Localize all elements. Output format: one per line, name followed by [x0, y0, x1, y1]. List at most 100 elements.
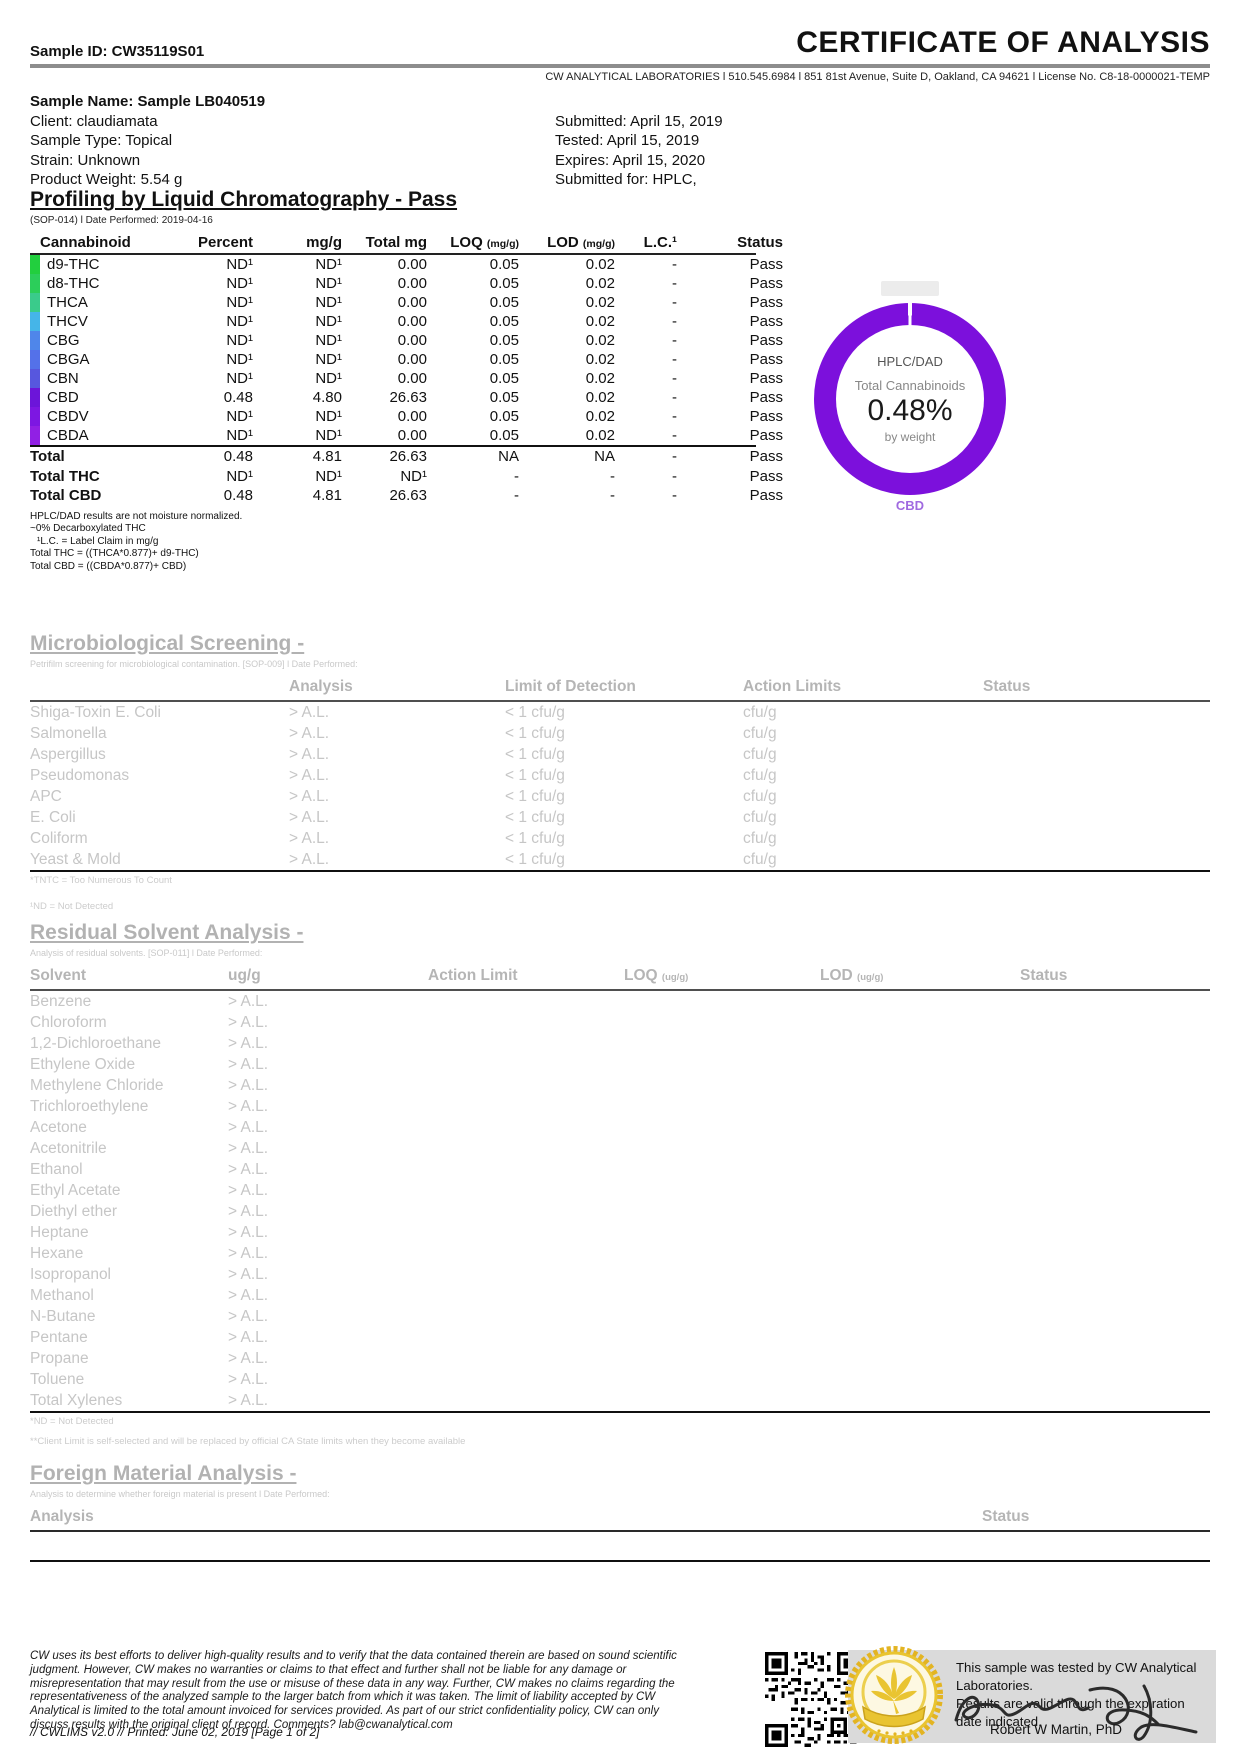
- table-row: CBG ND¹ ND¹ 0.00 0.05 0.02 - Pass: [30, 331, 783, 350]
- foreign-table-bottom-line: [30, 1560, 1210, 1562]
- solvent-name: 1,2-Dichloroethane: [30, 1034, 161, 1052]
- solvent-name: Ethyl Acetate: [30, 1181, 121, 1199]
- cell-mgg: 4.81: [312, 487, 342, 505]
- col-status: Status: [1020, 967, 1068, 984]
- cell-percent: ND¹: [226, 467, 253, 485]
- donut-unit-label: by weight: [884, 430, 936, 444]
- cannabinoid-color-chip: [30, 274, 40, 293]
- cell-lod: NA: [594, 448, 615, 466]
- cell-lc: -: [672, 351, 677, 368]
- foreign-empty-row: [30, 1532, 1210, 1560]
- cannabinoid-table-header: Cannabinoid Percent mg/g Total mg LOQ (m…: [30, 234, 783, 255]
- sample-info-right: Submitted: April 15, 2019 Tested: April …: [555, 92, 723, 190]
- cannabinoid-table-body: d9-THC ND¹ ND¹ 0.00 0.05 0.02 - Pass d8-…: [30, 255, 783, 445]
- table-row: Pentane > A.L.: [30, 1327, 1210, 1348]
- profiling-section: Profiling by Liquid Chromatography - Pas…: [30, 188, 783, 573]
- micro-table-bottom-line: [30, 870, 1210, 872]
- donut-method-label: HPLC/DAD: [877, 354, 943, 369]
- cell-percent: 0.48: [223, 448, 253, 466]
- cell-total-mg: 0.00: [397, 427, 427, 444]
- solvent-name: Chloroform: [30, 1013, 107, 1031]
- cell-status: Pass: [749, 370, 783, 387]
- cell-analysis: > A.L.: [289, 787, 330, 805]
- cannabinoid-name: CBG: [47, 332, 80, 349]
- cell-lod: 0.02: [585, 256, 615, 273]
- cell-ugg: > A.L.: [228, 1391, 269, 1409]
- cell-ugg: > A.L.: [228, 992, 269, 1010]
- attestation-line-1: This sample was tested by CW Analytical …: [956, 1660, 1197, 1693]
- cell-action: cfu/g: [743, 766, 777, 784]
- col-action-limit: Action Limit: [428, 967, 518, 984]
- table-row: 1,2-Dichloroethane > A.L.: [30, 1033, 1210, 1054]
- cell-lc: -: [672, 408, 677, 425]
- cell-action: cfu/g: [743, 829, 777, 847]
- solvent-name: N-Butane: [30, 1307, 96, 1325]
- solvent-name: Acetone: [30, 1118, 87, 1136]
- cell-mgg: 4.81: [312, 448, 342, 466]
- solvent-table-header: Solvent ug/g Action Limit LOQ (ug/g) LOD…: [30, 967, 1210, 991]
- cell-mgg: ND¹: [315, 275, 342, 292]
- cell-action: cfu/g: [743, 703, 777, 721]
- table-row: Chloroform > A.L.: [30, 1012, 1210, 1033]
- table-row: APC > A.L. < 1 cfu/g cfu/g: [30, 786, 1210, 807]
- cell-ugg: > A.L.: [228, 1328, 269, 1346]
- summary-row: Total 0.48 4.81 26.63 NA NA - Pass: [30, 447, 783, 467]
- table-row: Methanol > A.L.: [30, 1285, 1210, 1306]
- micro-analyte: Salmonella: [30, 724, 107, 742]
- cell-lc: -: [672, 256, 677, 273]
- summary-name: Total THC: [30, 467, 100, 485]
- col-percent: Percent: [197, 234, 253, 251]
- footnote: Total CBD = ((CBDA*0.877)+ CBD): [30, 560, 187, 572]
- footnote: Total THC = ((THCA*0.877)+ d9-THC): [30, 548, 199, 559]
- cell-action: cfu/g: [743, 808, 777, 826]
- donut-value: 0.48%: [867, 394, 953, 427]
- table-row: CBD 0.48 4.80 26.63 0.05 0.02 - Pass: [30, 388, 783, 407]
- table-row: Isopropanol > A.L.: [30, 1264, 1210, 1285]
- cell-status: Pass: [749, 389, 783, 406]
- table-row: Total Xylenes > A.L.: [30, 1390, 1210, 1411]
- cell-lod: 0.02: [585, 427, 615, 444]
- cell-lc: -: [672, 370, 677, 387]
- cell-mgg: ND¹: [315, 408, 342, 425]
- cell-lc: -: [672, 332, 677, 349]
- col-lc: L.C.¹: [643, 234, 677, 251]
- cell-analysis: > A.L.: [289, 850, 330, 868]
- disclaimer-text: CW uses its best efforts to deliver high…: [30, 1650, 677, 1731]
- sample-name: Sample Name: Sample LB040519: [30, 93, 266, 110]
- cell-lod: 0.02: [585, 313, 615, 330]
- summary-row: Total THC ND¹ ND¹ ND¹ - - - Pass: [30, 467, 783, 487]
- cell-loq: 0.05: [489, 427, 519, 444]
- cell-analysis: > A.L.: [289, 745, 330, 763]
- cannabinoid-color-chip: [30, 369, 40, 388]
- cell-loq: 0.05: [489, 408, 519, 425]
- cell-status: Pass: [749, 427, 783, 444]
- cell-lod: 0.02: [585, 389, 615, 406]
- footnote: ¹L.C. = Label Claim in mg/g: [37, 535, 159, 547]
- table-row: Shiga-Toxin E. Coli > A.L. < 1 cfu/g cfu…: [30, 702, 1210, 723]
- donut-legend: CBD: [895, 498, 925, 513]
- cell-total-mg: 0.00: [397, 370, 427, 387]
- info-line: Sample Type: Topical: [30, 132, 173, 149]
- cell-lod: < 1 cfu/g: [505, 703, 565, 721]
- cell-percent: ND¹: [226, 256, 253, 273]
- col-status: Status: [737, 234, 783, 251]
- col-loq: LOQ (ug/g): [624, 967, 689, 984]
- col-status: Status: [982, 1508, 1030, 1525]
- header-divider: [30, 64, 1210, 68]
- cannabinoid-color-chip: [30, 312, 40, 331]
- table-row: Acetone > A.L.: [30, 1117, 1210, 1138]
- cell-total-mg: 26.63: [389, 448, 427, 466]
- table-row: Coliform > A.L. < 1 cfu/g cfu/g: [30, 828, 1210, 849]
- info-line: Client: claudiamata: [30, 112, 158, 130]
- micro-table-body: Shiga-Toxin E. Coli > A.L. < 1 cfu/g cfu…: [30, 702, 1210, 870]
- foreign-table-header: Analysis Status: [30, 1508, 1210, 1532]
- cell-lod: 0.02: [585, 351, 615, 368]
- solvent-name: Methanol: [30, 1286, 94, 1304]
- info-line: Expires: April 15, 2020: [555, 151, 706, 169]
- solvent-name: Trichloroethylene: [30, 1097, 149, 1115]
- table-row: N-Butane > A.L.: [30, 1306, 1210, 1327]
- cell-percent: ND¹: [226, 408, 253, 425]
- info-line: Submitted for: HPLC,: [555, 171, 697, 188]
- cell-analysis: > A.L.: [289, 808, 330, 826]
- cell-percent: ND¹: [226, 275, 253, 292]
